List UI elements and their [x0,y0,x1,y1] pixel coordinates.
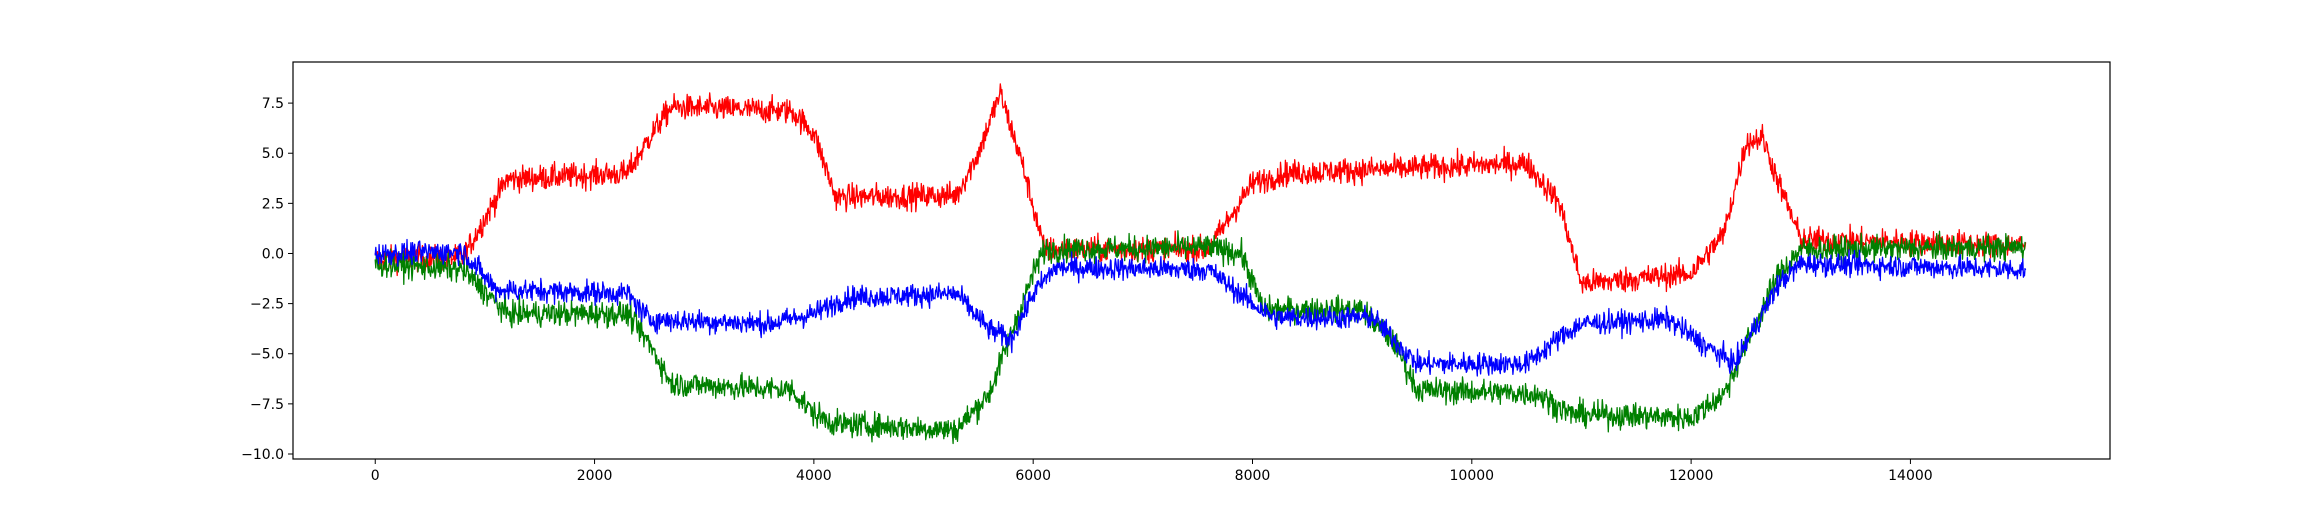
x-tick-label: 12000 [1669,468,1714,484]
x-axis: 0 2000 4000 6000 8000 10000 12000 14000 [371,459,1933,484]
series-line-1 [374,83,2027,294]
x-tick-label: 4000 [796,468,832,484]
y-tick-label: −10.0 [241,447,284,463]
x-tick-label: 6000 [1015,468,1051,484]
y-tick-label: −5.0 [250,347,284,363]
series-line-3 [374,238,2027,377]
y-tick-label: 5.0 [262,146,284,162]
y-tick-label: 0.0 [262,246,284,262]
y-tick-label: 2.5 [262,196,284,212]
plot-frame [292,61,2111,460]
x-tick-label: 0 [371,468,380,484]
x-tick-label: 2000 [577,468,613,484]
y-axis: 7.5 5.0 2.5 0.0 −2.5 −5.0 −7.5 −10.0 [241,96,293,463]
y-tick-label: −2.5 [250,297,284,313]
x-tick-label: 14000 [1888,468,1933,484]
series-layer [374,83,2027,445]
y-tick-label: −7.5 [250,397,284,413]
x-tick-label: 10000 [1450,468,1495,484]
y-tick-label: 7.5 [262,96,284,112]
x-tick-label: 8000 [1235,468,1271,484]
